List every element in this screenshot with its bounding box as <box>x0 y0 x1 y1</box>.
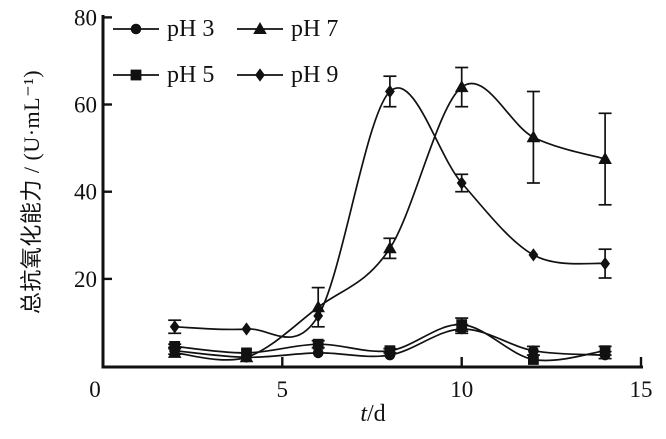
x-tick-label: 5 <box>277 377 289 402</box>
legend-label-ph-9: pH 9 <box>291 62 339 88</box>
x-axis-label-unit: /d <box>367 401 386 427</box>
x-axis-label: t/d <box>303 401 443 427</box>
square-marker <box>599 345 611 357</box>
legend: pH 3 pH 7 pH 5 pH 9 <box>112 16 338 88</box>
x-axis-label-variable: t <box>360 401 367 427</box>
diamond-marker <box>528 248 539 262</box>
diamond-marker <box>456 176 467 190</box>
diamond-marker <box>600 257 610 271</box>
square-marker <box>312 338 324 350</box>
circle-marker <box>312 347 324 359</box>
square-marker <box>384 345 396 357</box>
y-axis-label: 总抗氧化能力 / (U·mL⁻¹) <box>18 0 46 388</box>
diamond-marker <box>313 309 324 323</box>
square-marker <box>528 354 539 365</box>
legend-item-ph-7: pH 7 <box>236 16 338 42</box>
x-tick-label: 10 <box>450 377 473 402</box>
legend-item-ph-3: pH 3 <box>112 16 236 42</box>
legend-item-ph-9: pH 9 <box>236 62 338 88</box>
legend-label-ph-5: pH 5 <box>167 62 215 88</box>
circle-marker <box>130 23 142 35</box>
triangle-marker <box>454 80 469 93</box>
diamond-marker <box>241 322 252 336</box>
square-marker <box>456 319 468 330</box>
square-legend-icon <box>113 69 159 81</box>
diamond-legend-icon <box>237 68 283 82</box>
triangle-legend-icon <box>237 22 283 34</box>
series-line-ph-9 <box>174 87 606 338</box>
y-tick-label: 80 <box>74 5 97 30</box>
legend-label-ph-7: pH 7 <box>291 16 339 42</box>
x-tick-label: 15 <box>630 377 653 402</box>
diamond-marker <box>255 68 265 82</box>
circle-legend-icon <box>113 23 159 35</box>
diamond-marker <box>169 320 180 334</box>
triangle-marker <box>311 300 325 313</box>
diamond-marker <box>385 84 395 99</box>
y-tick-label: 40 <box>74 180 97 205</box>
square-marker <box>130 69 142 81</box>
triangle-marker <box>598 152 612 164</box>
triangle-marker <box>253 22 267 34</box>
y-tick-label: 60 <box>74 93 97 118</box>
legend-label-ph-3: pH 3 <box>167 16 215 42</box>
x-tick-label: 0 <box>89 377 101 402</box>
series-line-ph-7 <box>174 82 606 361</box>
triangle-marker <box>239 350 254 363</box>
circle-marker <box>528 345 539 357</box>
y-axis-label-text: 总抗氧化能力 / (U·mL⁻¹) <box>19 69 44 315</box>
triangle-marker <box>526 130 541 143</box>
triangle-marker <box>383 241 397 254</box>
y-tick-label: 20 <box>74 267 97 292</box>
legend-item-ph-5: pH 5 <box>112 62 236 88</box>
triangle-marker <box>167 345 182 358</box>
